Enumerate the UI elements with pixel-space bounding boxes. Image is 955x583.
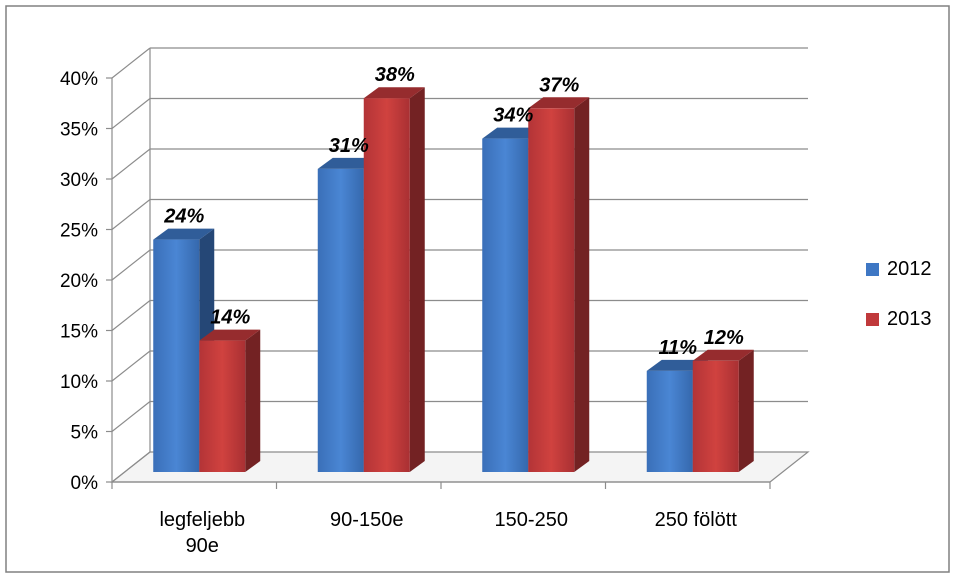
- gridline-side: [111, 148, 151, 180]
- bar-top: [199, 329, 261, 341]
- legend: 2012 2013: [866, 258, 932, 330]
- x-category-line: 90e: [186, 535, 219, 557]
- x-category-label: 250 fölött: [655, 509, 738, 531]
- y-axis-ticks: 0% 5% 10% 15% 20% 25% 30% 35% 40%: [60, 69, 98, 494]
- y-tick-label: 25%: [60, 221, 98, 242]
- data-label: 24%: [163, 206, 204, 228]
- gridline-side: [111, 300, 151, 331]
- bar-top: [482, 127, 544, 139]
- bar-side: [245, 329, 261, 472]
- bar: [646, 370, 693, 472]
- gridline-side: [111, 249, 151, 281]
- y-tick-label: 40%: [60, 69, 98, 90]
- bar: [363, 98, 410, 472]
- data-label: 34%: [493, 105, 533, 127]
- x-category-line: 90-150e: [330, 509, 403, 531]
- bar: [153, 239, 200, 472]
- x-category-label: 150-250: [495, 509, 568, 531]
- y-tick-label: 30%: [60, 170, 98, 191]
- x-axis-categories: legfeljebb 90e 90-150e 150-250 250 fölött: [159, 509, 737, 557]
- data-label: 37%: [539, 74, 579, 96]
- y-tick-label: 10%: [60, 372, 98, 393]
- bar-top: [646, 359, 708, 371]
- bar: [482, 138, 529, 472]
- bar: [199, 340, 246, 472]
- x-category-label: legfeljebb 90e: [159, 509, 245, 557]
- bar: [528, 108, 575, 473]
- y-tick-label: 35%: [60, 120, 98, 141]
- bar: [317, 168, 364, 472]
- x-category-line: legfeljebb: [159, 509, 245, 531]
- legend-swatch: [866, 313, 879, 326]
- legend-label: 2012: [887, 258, 932, 280]
- gridline-side: [111, 401, 151, 432]
- x-category-label: 90-150e: [330, 509, 403, 531]
- bar-side: [409, 87, 425, 472]
- legend-swatch: [866, 263, 879, 276]
- bar-top: [528, 97, 590, 109]
- y-tick-label: 5%: [71, 423, 99, 444]
- bar-side: [738, 349, 754, 472]
- data-labels: 24% 14% 31% 38% 34% 37% 11% 12%: [163, 64, 744, 359]
- bar: [692, 360, 739, 472]
- bar-top: [692, 349, 754, 361]
- x-category-line: 250 fölött: [655, 509, 738, 531]
- bar-top: [363, 87, 425, 99]
- gridlines: [111, 47, 808, 483]
- y-tick-label: 20%: [60, 271, 98, 292]
- legend-label: 2013: [887, 308, 932, 330]
- x-category-line: 150-250: [495, 509, 568, 531]
- data-label: 12%: [704, 327, 744, 349]
- bar-top: [317, 157, 379, 169]
- data-label: 11%: [658, 337, 697, 359]
- chart-frame: [5, 5, 950, 573]
- bar-side: [574, 97, 590, 473]
- gridline-side: [111, 98, 151, 129]
- y-tick-label: 0%: [71, 473, 99, 494]
- gridline-side: [111, 350, 151, 382]
- y-tick-label: 15%: [60, 322, 98, 343]
- gridline-side: [111, 47, 151, 79]
- data-label: 38%: [375, 64, 415, 86]
- bars: [153, 87, 754, 473]
- data-label: 31%: [329, 135, 369, 157]
- gridline-side: [111, 451, 151, 483]
- data-label: 14%: [210, 307, 250, 329]
- bar-top: [153, 228, 215, 240]
- gridline-side: [111, 199, 151, 230]
- axes: [106, 77, 771, 489]
